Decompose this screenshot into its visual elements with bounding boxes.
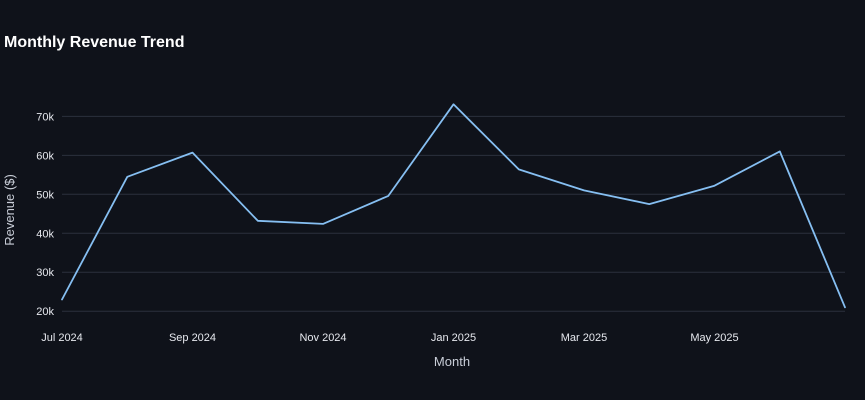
y-tick-label: 40k <box>36 228 54 240</box>
y-tick-label: 20k <box>36 306 54 318</box>
y-axis-title: Revenue ($) <box>2 174 17 246</box>
gridlines <box>62 115 845 312</box>
series-layer <box>61 103 846 309</box>
y-tick-label: 70k <box>36 111 54 123</box>
revenue-series-line <box>61 103 846 309</box>
y-tick-label: 60k <box>36 150 54 162</box>
x-tick-label: Mar 2025 <box>561 332 607 344</box>
x-tick-label: Nov 2024 <box>299 332 346 344</box>
y-tick-label: 50k <box>36 189 54 201</box>
y-tick-label: 30k <box>36 267 54 279</box>
x-tick-label: Sep 2024 <box>169 332 216 344</box>
y-axis-ticks: 20k 30k 40k 50k 60k 70k <box>36 111 54 318</box>
x-tick-label: Jul 2024 <box>41 332 83 344</box>
x-axis-title: Month <box>434 354 470 369</box>
x-tick-label: May 2025 <box>690 332 738 344</box>
x-axis-ticks: Jul 2024 Sep 2024 Nov 2024 Jan 2025 Mar 2025… <box>41 332 738 344</box>
x-tick-label: Jan 2025 <box>431 332 476 344</box>
chart-title: Monthly Revenue Trend <box>4 34 185 51</box>
